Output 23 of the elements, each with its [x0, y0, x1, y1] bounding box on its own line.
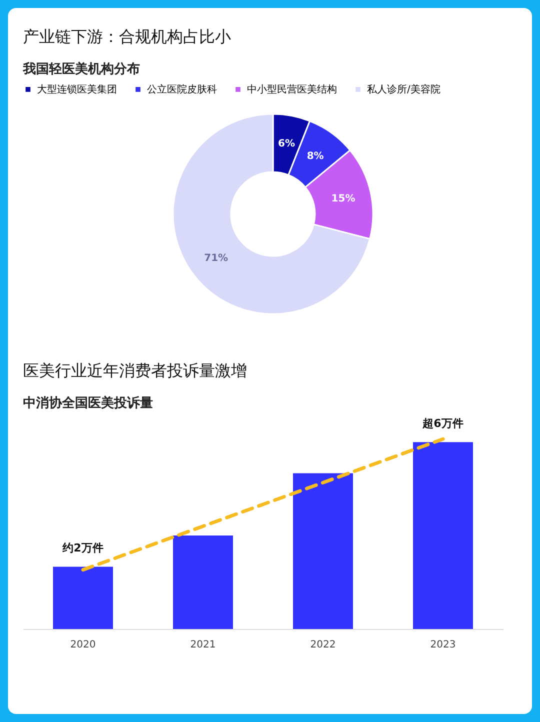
legend-label: 中小型民营医美结构 [247, 83, 337, 96]
legend-label: 私人诊所/美容院 [367, 83, 440, 96]
data-label: 超6万件 [422, 417, 464, 430]
chart-title: 医美行业近年消费者投诉量激增 [23, 361, 247, 380]
legend-label: 大型连锁医美集团 [37, 83, 117, 96]
data-label: 约2万件 [62, 542, 104, 555]
x-tick-label: 2023 [430, 640, 456, 650]
bar [293, 473, 353, 629]
x-tick-label: 2021 [190, 640, 216, 650]
legend-label: 公立医院皮肤科 [147, 83, 217, 96]
bar [53, 566, 113, 629]
chart-subtitle: 中消协全国医美投诉量 [23, 395, 153, 412]
chart-title: 产业链下游：合规机构占比小 [23, 27, 231, 46]
chart-subtitle: 我国轻医美机构分布 [22, 61, 140, 77]
bar [173, 536, 233, 629]
x-tick-label: 2020 [70, 640, 96, 650]
data-label: 15% [331, 193, 356, 204]
data-label: 71% [204, 253, 228, 264]
donut-slice [172, 113, 371, 315]
data-label: 8% [306, 150, 324, 162]
bar [413, 442, 473, 629]
x-tick-label: 2022 [310, 640, 336, 650]
data-label: 6% [278, 138, 295, 150]
